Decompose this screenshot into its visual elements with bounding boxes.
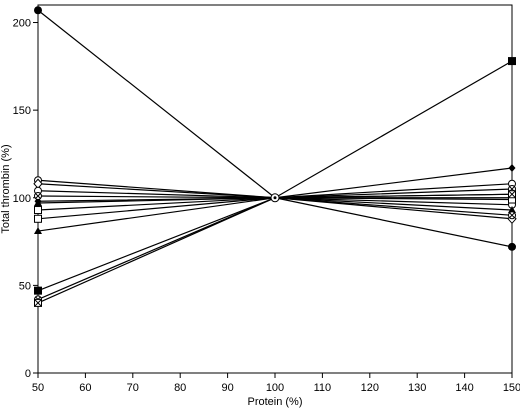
data-point-filled-square [34, 286, 42, 295]
x-tick-label: 60 [79, 382, 91, 394]
x-tick-label: 80 [174, 382, 186, 394]
data-point-filled-triangle [508, 206, 516, 214]
y-axis-title: Total thrombin (%) [0, 144, 12, 233]
data-point-filled-circle [508, 242, 516, 251]
x-tick-label: 100 [266, 382, 284, 394]
data-point-x-square [508, 190, 516, 199]
y-tick-label: 50 [19, 280, 31, 292]
x-tick-label: 120 [361, 382, 379, 394]
data-point-filled-circle [34, 6, 42, 15]
x-tick-label: 140 [455, 382, 473, 394]
series-markers [33, 6, 517, 307]
y-tick-label: 150 [13, 105, 31, 117]
data-point-open-square [34, 206, 42, 215]
x-axis-title: Protein (%) [247, 396, 302, 408]
x-tick-label: 130 [408, 382, 426, 394]
y-tick-label: 200 [13, 18, 31, 30]
y-tick-label: 100 [13, 193, 31, 205]
series-lines [37, 9, 513, 304]
data-point-convergence [270, 193, 280, 203]
x-tick-label: 150 [503, 382, 520, 394]
data-point-x-square [34, 298, 42, 307]
data-point-filled-diamond [508, 163, 516, 172]
plot-frame [37, 4, 513, 374]
y-tick-label: 0 [25, 368, 31, 380]
series-line-2 [37, 60, 513, 292]
x-tick-label: 70 [127, 382, 139, 394]
data-point-x-circle [508, 211, 516, 220]
x-tick-label: 90 [221, 382, 233, 394]
x-tick-label: 50 [32, 382, 44, 394]
series-line-1 [37, 9, 513, 248]
data-point-x-circle [34, 192, 42, 201]
x-tick-label: 110 [314, 382, 332, 394]
data-point-filled-square [508, 57, 516, 66]
data-point-filled-triangle [34, 199, 42, 207]
data-point-filled-triangle [34, 227, 42, 235]
data-point-open-square [34, 214, 42, 223]
